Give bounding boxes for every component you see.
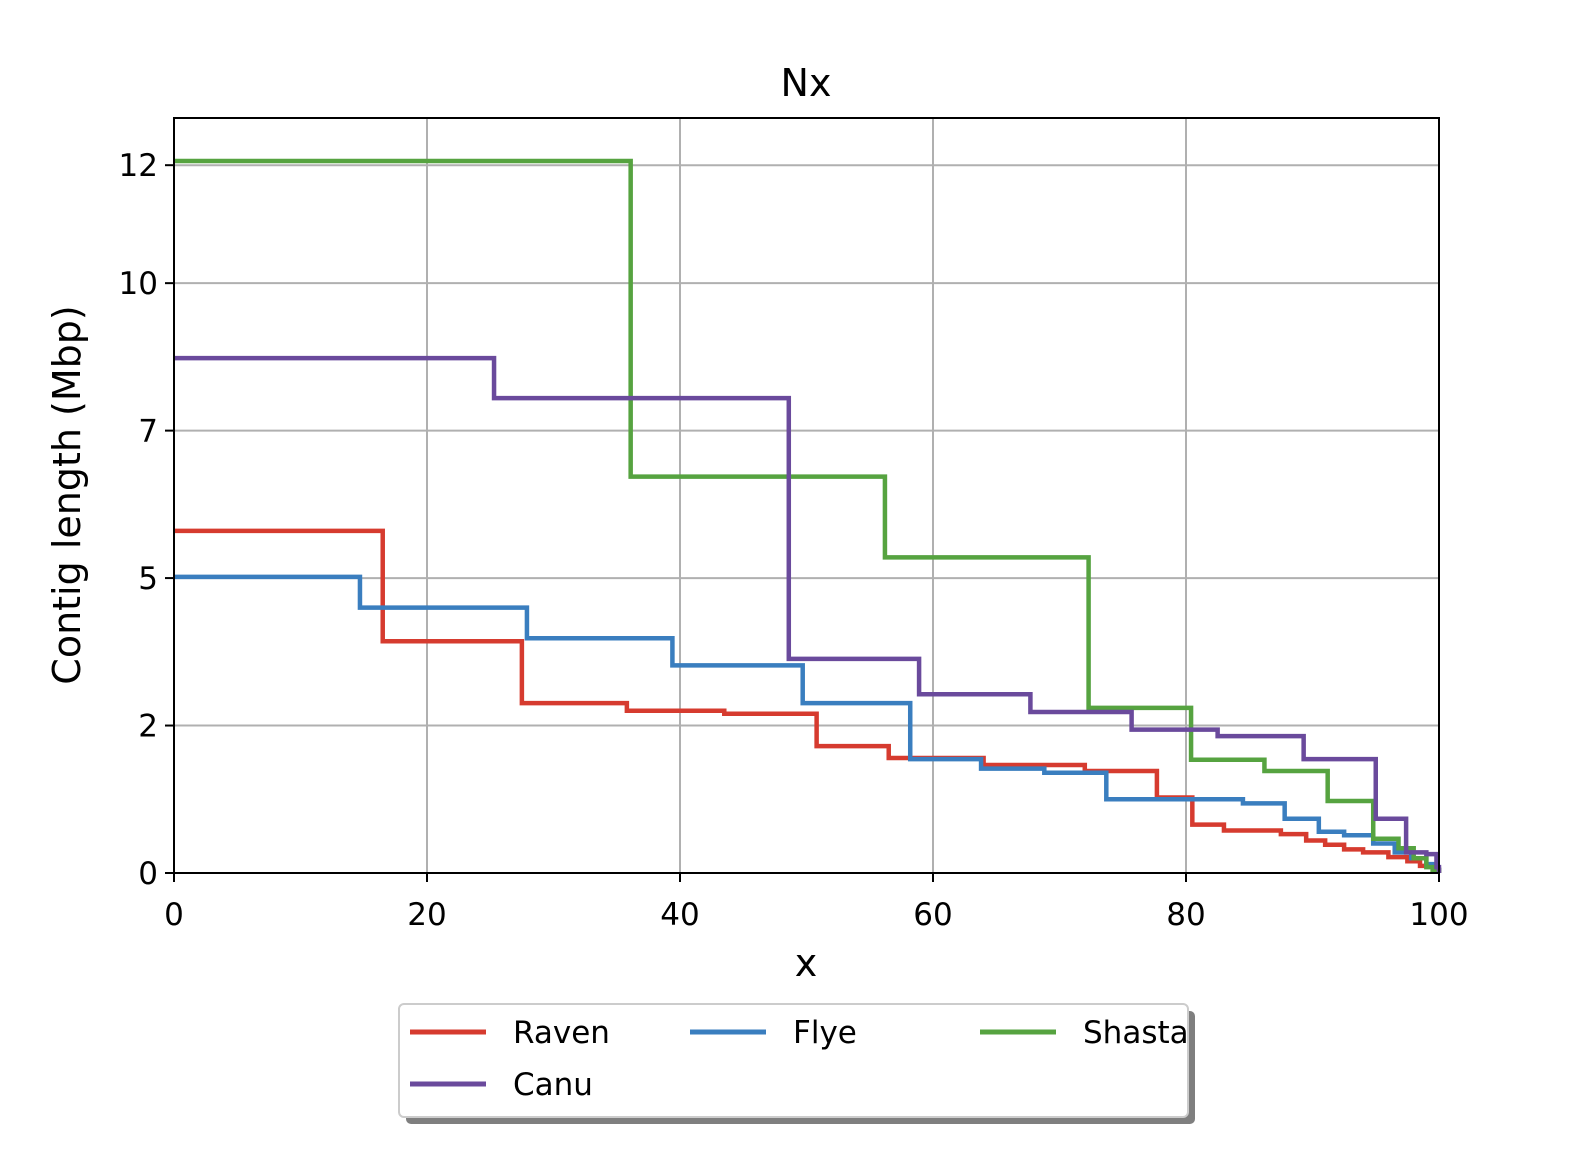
chart-title: Nx — [781, 61, 832, 105]
legend-label-shasta: Shasta — [1083, 1015, 1189, 1051]
plot-frame — [173, 117, 1440, 874]
series-layer — [174, 158, 1442, 873]
x-axis-label: x — [795, 941, 818, 985]
y-tick-label: 7 — [138, 414, 158, 450]
series-line-canu — [174, 355, 1442, 873]
y-tick-label: 12 — [119, 148, 158, 184]
legend-label-flye: Flye — [793, 1015, 857, 1051]
y-tick-label: 10 — [119, 266, 158, 302]
x-tick-label: 60 — [913, 897, 952, 933]
y-tick-label: 2 — [138, 709, 158, 745]
legend: Raven Flye Shasta Canu — [398, 1003, 1195, 1124]
series-line-flye — [174, 574, 1442, 873]
x-tick-label: 40 — [660, 897, 699, 933]
legend-label-raven: Raven — [513, 1015, 610, 1051]
series-line-raven — [174, 528, 1442, 873]
x-tick-label: 20 — [407, 897, 446, 933]
y-tick-label: 0 — [138, 856, 158, 892]
series-line-shasta — [174, 158, 1442, 873]
x-tick-label: 0 — [164, 897, 184, 933]
y-axis-label: Contig length (Mbp) — [45, 305, 89, 684]
x-tick-label: 100 — [1409, 897, 1468, 933]
x-tick-label: 80 — [1166, 897, 1205, 933]
ticks-layer: 0 20 40 60 80 100 0 2 5 7 10 12 — [119, 148, 1469, 933]
legend-label-canu: Canu — [513, 1067, 593, 1103]
y-tick-label: 5 — [138, 561, 158, 597]
